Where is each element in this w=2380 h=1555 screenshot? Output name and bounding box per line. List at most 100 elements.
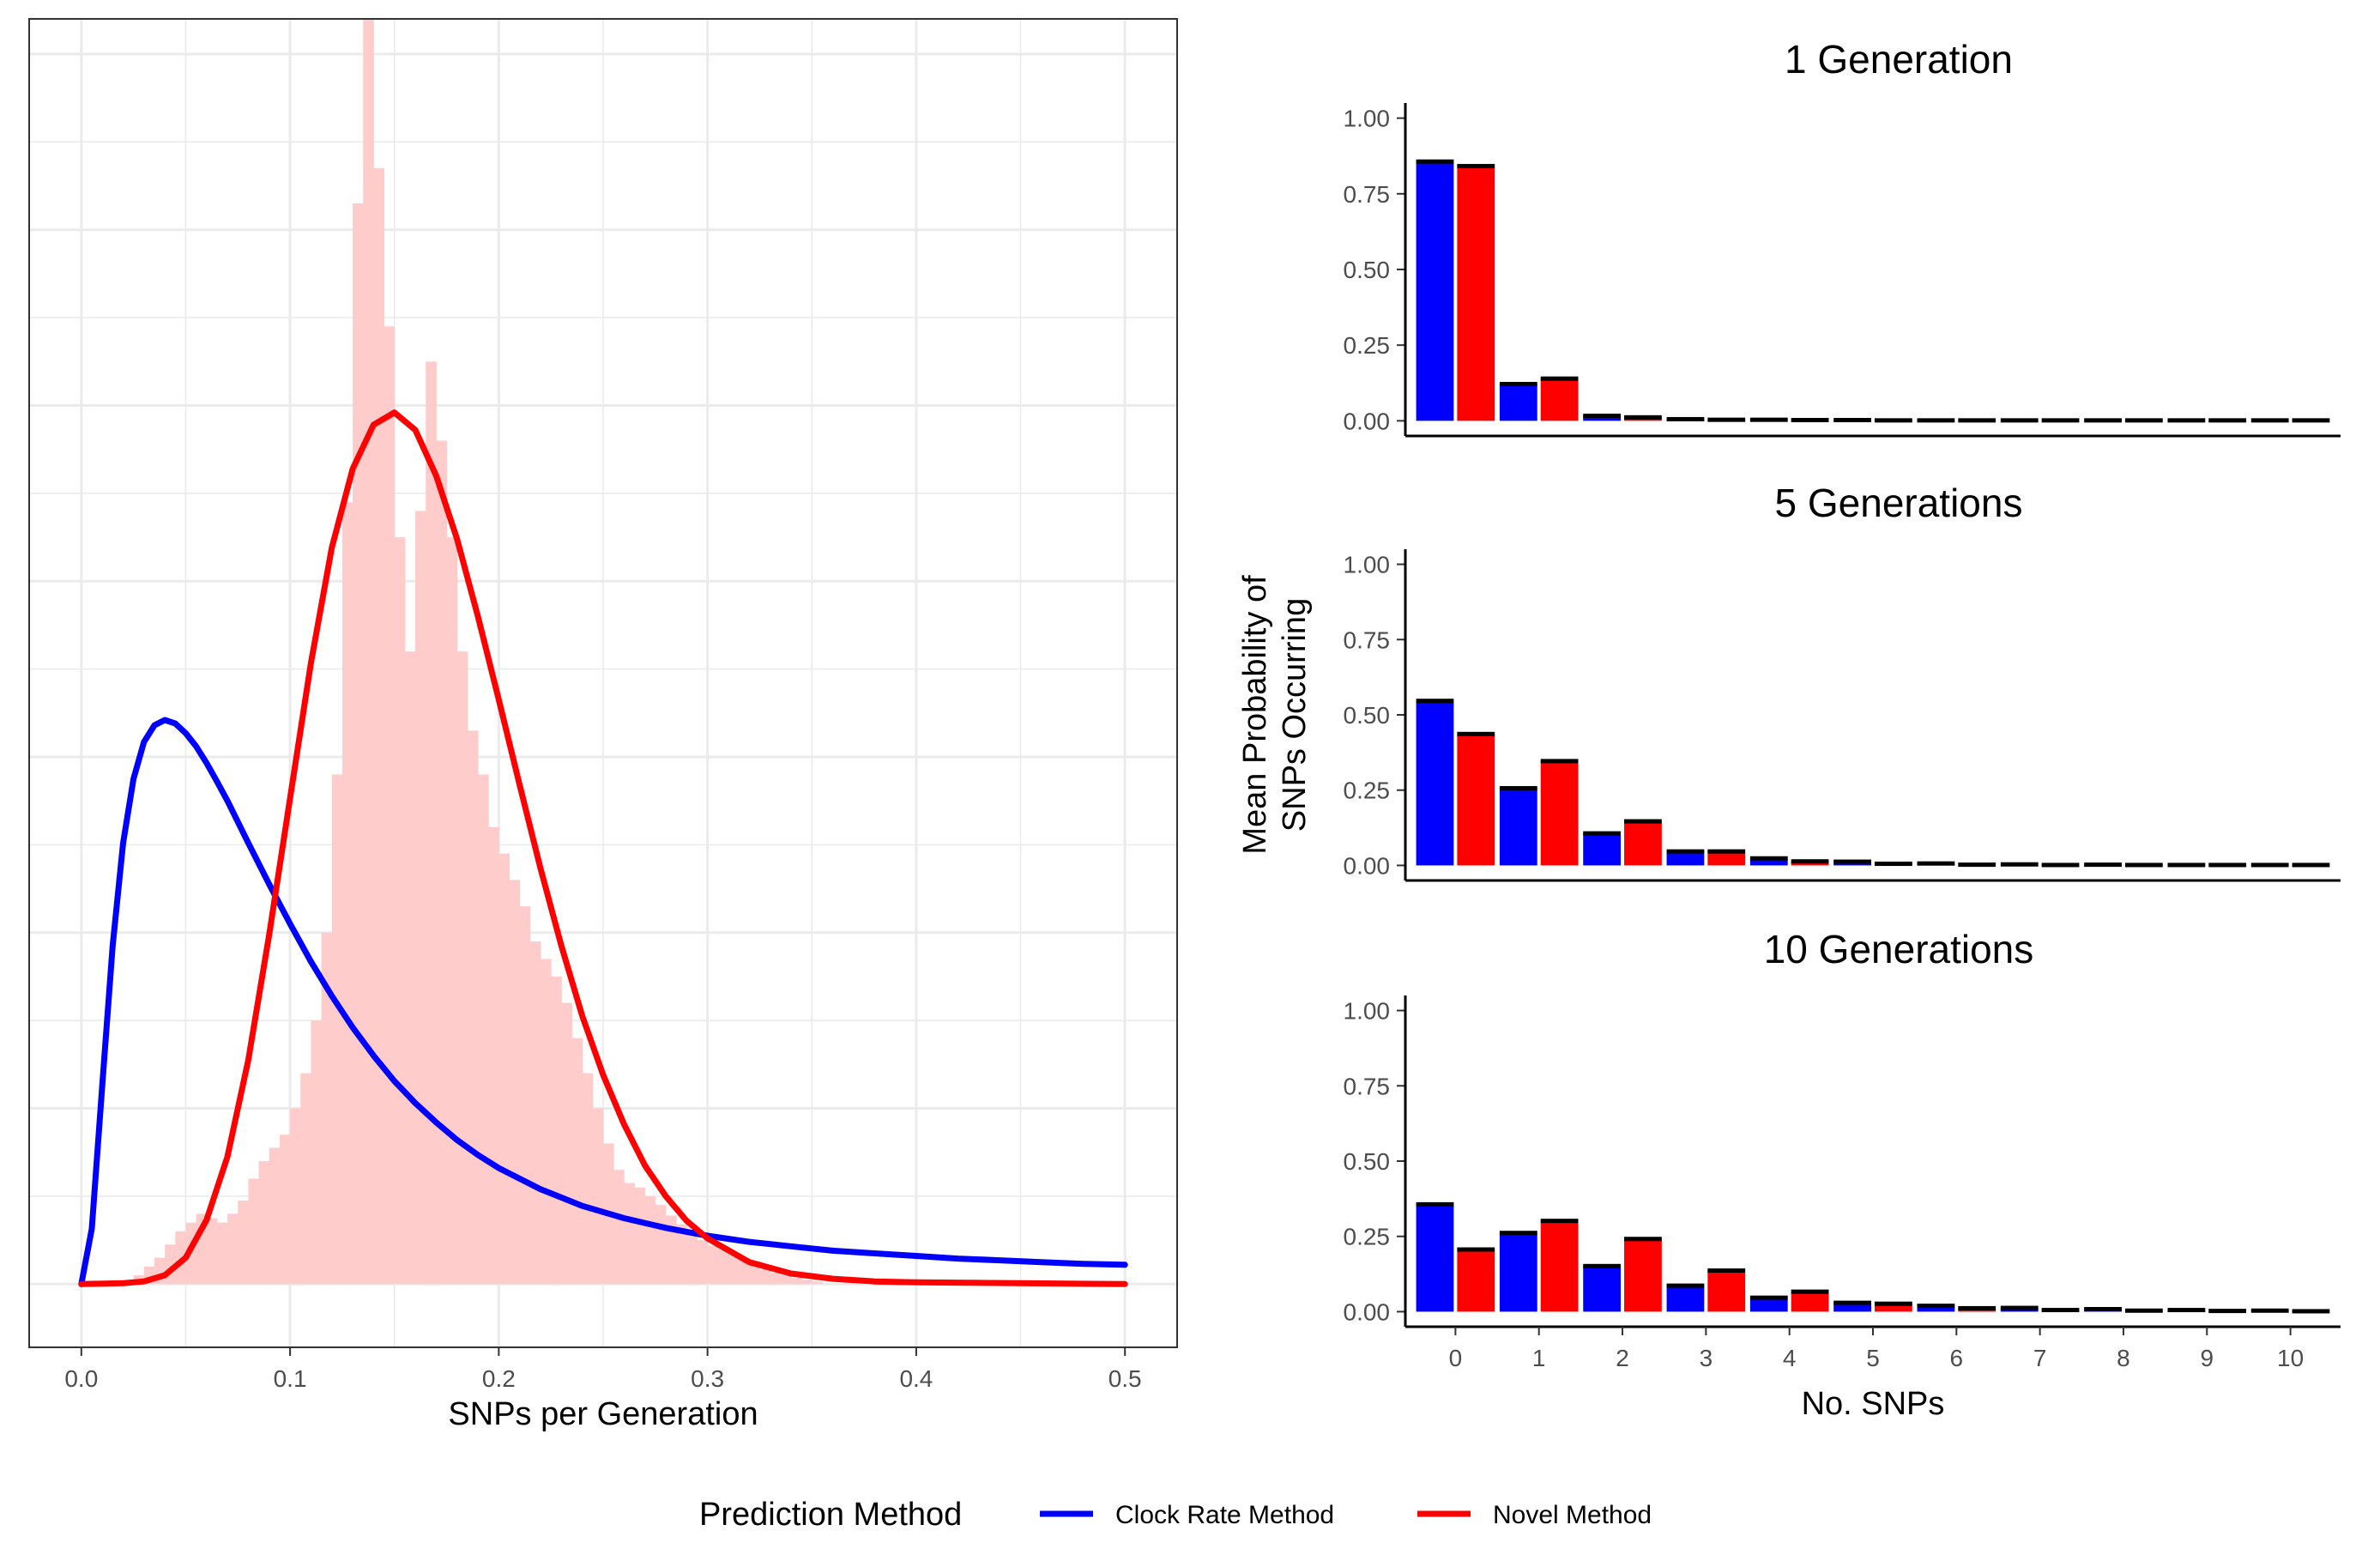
error-cap xyxy=(1457,731,1495,736)
error-cap xyxy=(1583,1263,1622,1268)
histogram-bar xyxy=(697,1240,709,1285)
x-tick-label: 0.5 xyxy=(1108,1365,1142,1392)
error-cap xyxy=(2124,1308,2163,1313)
error-cap xyxy=(2167,418,2206,423)
bar-clock-rate xyxy=(1499,384,1537,421)
histogram-bar xyxy=(321,932,333,1285)
error-cap xyxy=(1624,819,1662,824)
x-tick-label: 10 xyxy=(2277,1345,2304,1371)
histogram-bar xyxy=(498,853,510,1285)
y-tick-label: 1.00 xyxy=(1344,552,1391,578)
density-x-ticks: 0.0 0.1 0.2 0.3 0.4 0.5 xyxy=(64,1347,1142,1392)
error-cap xyxy=(1624,1237,1662,1242)
error-cap xyxy=(2084,418,2122,423)
histogram-bar xyxy=(248,1178,260,1285)
bar-novel-method xyxy=(1624,821,1662,866)
histogram-bar xyxy=(269,1147,281,1285)
error-cap xyxy=(2250,1308,2289,1313)
bar-novel-method xyxy=(1540,761,1579,866)
error-cap xyxy=(2124,418,2163,423)
bar-novel-method xyxy=(1457,1249,1495,1312)
histogram-bar xyxy=(488,826,499,1285)
error-cap xyxy=(2167,1308,2206,1313)
error-cap xyxy=(2167,862,2206,868)
error-cap xyxy=(1917,861,1955,866)
histogram-bar xyxy=(592,1108,604,1285)
histogram-bar xyxy=(529,941,541,1285)
error-cap xyxy=(1875,862,1912,867)
density-plot-border xyxy=(28,18,1178,1348)
x-tick-label: 1 xyxy=(1532,1345,1546,1371)
bar-novel-method xyxy=(1457,166,1495,421)
histogram-bar xyxy=(624,1183,635,1285)
error-cap xyxy=(1958,418,1996,423)
x-tick-label: 9 xyxy=(2200,1345,2214,1371)
y-tick-label: 0.50 xyxy=(1344,257,1391,283)
histogram-bar xyxy=(456,651,468,1285)
facet-title: 1 Generation xyxy=(1785,37,2013,82)
bar-clock-rate xyxy=(1416,161,1454,421)
y-tick-label: 0.50 xyxy=(1344,1148,1391,1175)
error-cap xyxy=(2124,862,2163,868)
bar-novel-method xyxy=(1540,378,1579,421)
error-cap xyxy=(1791,1289,1829,1294)
histogram-bar xyxy=(227,1213,239,1285)
histogram-bar xyxy=(551,976,562,1285)
histogram-bar xyxy=(655,1205,667,1285)
legend-label: Novel Method xyxy=(1493,1501,1652,1529)
error-cap xyxy=(1583,831,1622,836)
bar-facet-1: 1 Generation 0.00 0.25 0.50 0.75 1.00 xyxy=(1344,37,2341,438)
bar-clock-rate xyxy=(1666,1286,1705,1312)
error-cap xyxy=(2000,862,2039,867)
error-cap xyxy=(1666,1283,1705,1288)
y-tick-label: 0.00 xyxy=(1344,1298,1391,1325)
error-cap xyxy=(1499,785,1537,790)
novel-method-density-line xyxy=(78,409,1128,1287)
bar-novel-method xyxy=(1540,1221,1579,1312)
histogram-bar xyxy=(676,1224,687,1285)
histogram-bar xyxy=(812,1281,823,1285)
error-cap xyxy=(1457,164,1495,169)
histogram-bar xyxy=(613,1170,625,1285)
error-cap xyxy=(1416,699,1454,704)
y-tick-label: 0.00 xyxy=(1344,408,1391,434)
error-cap xyxy=(1875,418,1912,423)
bar-novel-method xyxy=(1457,734,1495,866)
y-tick-label: 0.25 xyxy=(1344,778,1391,804)
x-tick-label: 3 xyxy=(1700,1345,1713,1371)
legend-items: Clock Rate Method Novel Method xyxy=(1040,1501,1652,1529)
bar-novel-method xyxy=(1875,1304,1912,1312)
density-panel: 0.0 0.1 0.2 0.3 0.4 0.5 SNPs per Generation xyxy=(28,18,1178,1432)
y-tick-label: 0.00 xyxy=(1344,852,1391,879)
histogram-bar xyxy=(717,1249,729,1285)
error-cap xyxy=(2292,418,2330,423)
error-cap xyxy=(1583,414,1622,419)
bar-clock-rate xyxy=(1499,788,1537,866)
histogram-bar xyxy=(509,880,521,1285)
histogram-bar xyxy=(426,361,437,1285)
error-cap xyxy=(2000,418,2039,423)
error-cap xyxy=(1917,1304,1955,1309)
error-cap xyxy=(1666,849,1705,854)
error-cap xyxy=(2041,418,2080,423)
y-label-line-1: Mean Probability of xyxy=(1237,575,1273,855)
histogram-bar xyxy=(644,1195,656,1285)
histogram-bar xyxy=(541,959,552,1285)
histogram-bar xyxy=(780,1275,792,1285)
bar-novel-method xyxy=(1707,851,1746,866)
error-cap xyxy=(2000,1305,2039,1310)
error-cap xyxy=(2084,1306,2122,1311)
histogram-bar xyxy=(749,1264,760,1285)
error-cap xyxy=(1416,159,1454,164)
error-cap xyxy=(2084,862,2122,868)
histogram-bar xyxy=(801,1280,812,1285)
bar-facet-2: 5 Generations 0.00 0.25 0.50 0.75 1.00 xyxy=(1344,481,2341,882)
legend-label: Clock Rate Method xyxy=(1115,1501,1334,1529)
y-tick-label: 0.75 xyxy=(1344,626,1391,653)
error-cap xyxy=(1958,1305,1996,1310)
x-tick-label: 7 xyxy=(2033,1345,2047,1371)
density-x-axis-label: SNPs per Generation xyxy=(448,1396,758,1432)
x-tick-label: 0.2 xyxy=(482,1365,516,1392)
y-tick-label: 0.50 xyxy=(1344,702,1391,729)
